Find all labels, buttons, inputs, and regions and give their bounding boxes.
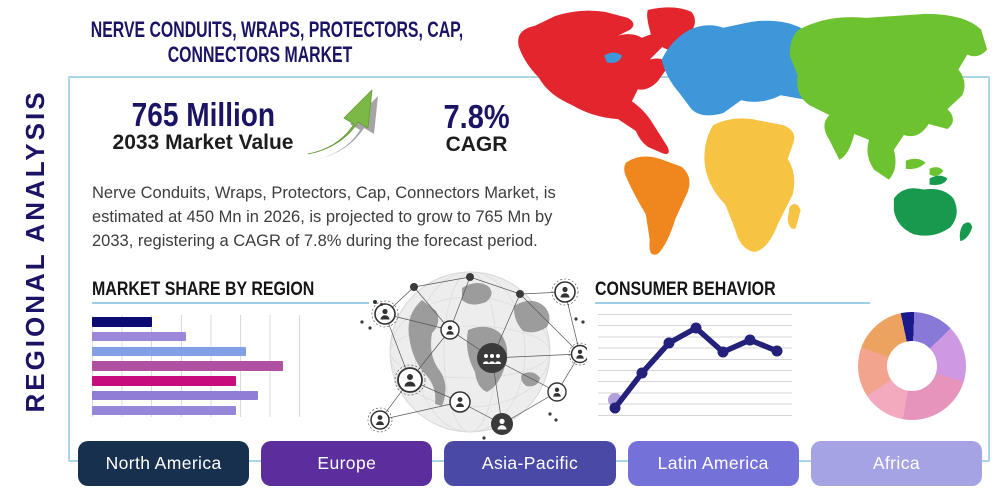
growth-arrow-icon bbox=[307, 89, 378, 160]
bar-chart-bars bbox=[92, 317, 300, 415]
bar-region-7 bbox=[92, 405, 236, 415]
region-button-europe[interactable]: Europe bbox=[261, 441, 433, 486]
market-share-heading: MARKET SHARE BY REGION bbox=[92, 279, 315, 300]
global-network-globe-graphic: ! bbox=[360, 271, 587, 440]
consumer-behavior-line-chart bbox=[598, 312, 792, 418]
line-point-2 bbox=[636, 367, 648, 379]
bar-region-5 bbox=[92, 376, 236, 386]
world-map bbox=[518, 7, 988, 255]
line-point-5 bbox=[717, 346, 729, 358]
line-point-6 bbox=[744, 334, 756, 346]
bar-region-3 bbox=[92, 346, 246, 356]
bar-region-2 bbox=[92, 331, 186, 342]
map-new-guinea bbox=[929, 175, 948, 185]
market-share-bar-chart bbox=[92, 315, 300, 417]
consumer-behavior-underline bbox=[595, 302, 870, 304]
map-australia bbox=[893, 188, 957, 236]
map-japan bbox=[941, 71, 958, 101]
cagr-caption: CAGR bbox=[445, 133, 508, 156]
map-indonesia bbox=[905, 158, 926, 170]
line-point-7 bbox=[771, 345, 783, 357]
map-iceland bbox=[604, 52, 622, 63]
market-value-caption: 2033 Market Value bbox=[112, 131, 294, 154]
bar-region-1 bbox=[92, 317, 153, 327]
regional-donut-chart bbox=[858, 312, 966, 420]
region-button-latin-america[interactable]: Latin America bbox=[627, 441, 799, 486]
region-button-africa[interactable]: Africa bbox=[810, 441, 983, 486]
region-buttons-row: North America Europe Asia-Pacific Latin Ame… bbox=[78, 441, 983, 486]
page-title: NERVE CONDUITS, WRAPS, PROTECTORS, CAP, … bbox=[25, 17, 495, 67]
page-title-line2: CONNECTORS MARKET bbox=[167, 41, 353, 67]
map-asia bbox=[789, 13, 988, 180]
bar-region-4 bbox=[92, 361, 284, 371]
region-button-north-america[interactable]: North America bbox=[78, 441, 250, 486]
region-button-asia-pacific[interactable]: Asia-Pacific bbox=[444, 441, 616, 486]
line-chart-plot bbox=[608, 322, 783, 414]
map-madagascar bbox=[787, 204, 801, 229]
page-title-line1: NERVE CONDUITS, WRAPS, PROTECTORS, CAP, bbox=[90, 17, 464, 42]
line-point-3 bbox=[663, 337, 675, 349]
map-europe bbox=[661, 20, 821, 116]
map-new-zealand bbox=[959, 222, 973, 242]
consumer-behavior-heading: CONSUMER BEHAVIOR bbox=[595, 279, 776, 300]
line-point-1 bbox=[609, 402, 621, 414]
map-philippines bbox=[929, 167, 944, 176]
map-north-america bbox=[518, 10, 669, 154]
market-share-underline bbox=[92, 300, 383, 306]
line-point-4 bbox=[690, 322, 702, 334]
market-value-stat: 765 Million bbox=[131, 96, 275, 133]
map-africa bbox=[704, 118, 795, 253]
market-description: Nerve Conduits, Wraps, Protectors, Cap, … bbox=[92, 184, 556, 250]
donut-hole bbox=[887, 341, 937, 391]
regional-analysis-vertical-label: REGIONAL ANALYSIS bbox=[20, 89, 50, 413]
cagr-stat: 7.8% bbox=[443, 98, 510, 135]
map-south-america bbox=[624, 156, 690, 255]
bar-region-6 bbox=[92, 390, 259, 401]
